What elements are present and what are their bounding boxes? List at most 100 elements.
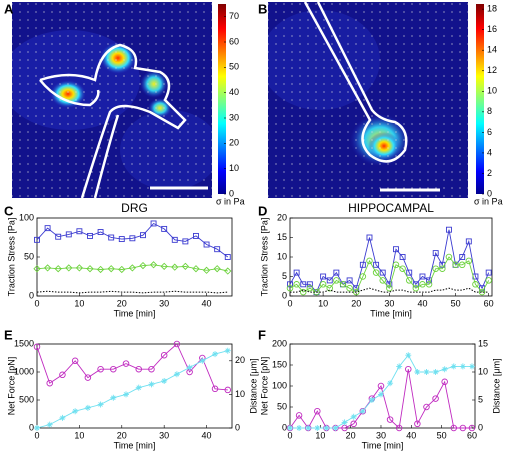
y-axis-title: Net Force [pN] (259, 357, 269, 416)
marker (359, 273, 367, 280)
series-line (36, 290, 228, 294)
marker (123, 391, 130, 398)
y2-tick-label: 0 (235, 422, 240, 432)
colorbar-tick-label: 30 (229, 112, 239, 122)
chart-title: DRG (121, 201, 148, 215)
marker (140, 232, 146, 239)
marker (314, 425, 321, 431)
marker (161, 225, 168, 232)
colorbar-tick-label: 16 (487, 24, 497, 34)
marker (323, 425, 330, 431)
y-axis-title: Net Force [pN] (6, 357, 16, 416)
colorbar-tick-label: 10 (487, 86, 497, 96)
marker (372, 269, 380, 276)
y-tick-label: 50 (24, 251, 34, 261)
panel-letter: B (258, 1, 267, 16)
marker (485, 269, 492, 276)
marker (445, 253, 453, 261)
marker (326, 284, 333, 292)
marker (97, 229, 104, 235)
x-tick-label: 30 (376, 430, 386, 440)
marker (352, 288, 360, 296)
marker (54, 265, 62, 273)
marker (459, 424, 467, 432)
marker (353, 285, 360, 292)
traction-map-b (268, 2, 468, 198)
marker (286, 284, 294, 292)
marker (118, 265, 126, 274)
marker (386, 284, 393, 292)
marker (339, 281, 347, 288)
marker (441, 366, 448, 373)
marker (359, 261, 366, 268)
series-line (36, 350, 228, 429)
marker (96, 265, 105, 274)
marker (87, 232, 93, 239)
x-axis-title: Time [min] (362, 440, 404, 450)
marker (446, 226, 452, 233)
series-line (289, 369, 472, 429)
x-tick-label: 60 (467, 430, 477, 440)
marker (465, 257, 473, 265)
panel-letter: C (4, 203, 14, 218)
marker (332, 425, 339, 431)
marker (379, 269, 386, 276)
x-tick-label: 60 (484, 298, 494, 308)
marker (392, 261, 400, 269)
marker (202, 266, 211, 274)
marker (412, 281, 419, 288)
y-tick-label: 1000 (14, 366, 34, 376)
marker (399, 265, 406, 272)
colorbar-tick-label: 40 (229, 87, 239, 97)
colorbar-tick-label: 50 (229, 62, 239, 72)
x-tick-label: 10 (74, 430, 84, 440)
marker (350, 413, 357, 420)
marker (341, 419, 348, 426)
marker (171, 263, 179, 271)
marker (405, 365, 412, 373)
colorbar-tick-label: 12 (487, 65, 497, 75)
y2-axis-title: Distance [μm] (491, 358, 501, 413)
panel-letter: E (4, 327, 13, 342)
colorbar-tick-label: 0 (487, 188, 492, 198)
marker (432, 395, 439, 402)
marker (224, 254, 231, 260)
marker (160, 351, 168, 359)
x-tick-label: 40 (202, 298, 212, 308)
marker (46, 379, 53, 387)
marker (211, 385, 219, 393)
marker (43, 264, 52, 272)
marker (419, 273, 426, 280)
y-tick-label: 5 (282, 271, 287, 281)
marker (148, 365, 155, 373)
y-tick-label: 0 (29, 422, 34, 432)
marker (405, 352, 412, 359)
x-tick-label: 40 (202, 430, 212, 440)
marker (71, 357, 79, 365)
marker (432, 369, 439, 375)
marker (129, 235, 136, 242)
marker (214, 246, 221, 253)
marker (110, 394, 117, 401)
marker (366, 257, 373, 265)
y-tick-label: 200 (272, 338, 287, 348)
marker (346, 277, 353, 284)
marker (203, 241, 210, 248)
marker (423, 403, 430, 411)
marker (224, 347, 231, 354)
marker (412, 284, 420, 292)
marker (107, 265, 115, 273)
marker (414, 420, 421, 428)
marker (128, 264, 137, 272)
y-tick-label: 15 (277, 232, 287, 242)
marker (33, 343, 41, 351)
marker (59, 414, 66, 421)
y2-tick-label: 15 (478, 338, 488, 348)
marker (213, 265, 221, 273)
colorbar-tick-label: 70 (229, 11, 239, 21)
plot-frame (36, 217, 233, 297)
marker (72, 408, 79, 415)
marker (432, 265, 439, 272)
marker (173, 340, 181, 348)
marker (450, 363, 457, 370)
